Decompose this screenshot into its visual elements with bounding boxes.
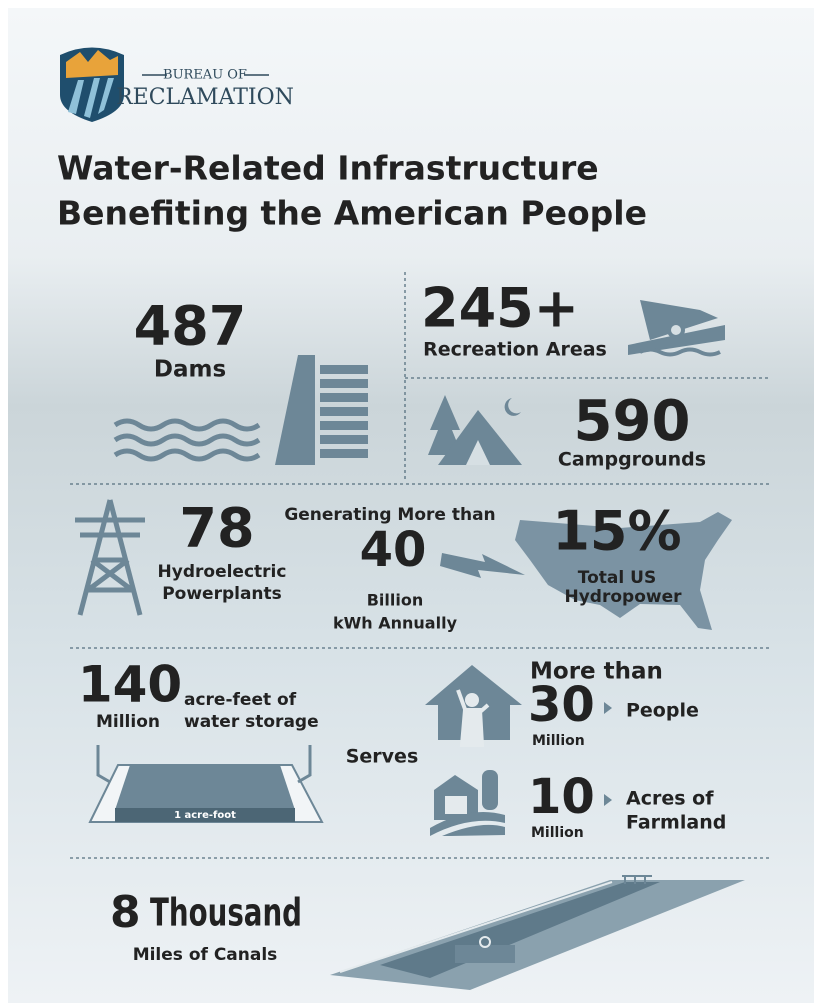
dams-label: Dams — [154, 357, 226, 383]
share-label: Hydropower — [564, 587, 682, 607]
serves: Serves — [346, 746, 419, 768]
storage-number: 140 — [78, 656, 182, 714]
recreation-label: Recreation Areas — [423, 339, 607, 361]
hydro-label: Powerplants — [162, 584, 282, 604]
recreation-number: 245+ — [421, 277, 579, 340]
campgrounds-label: Campgrounds — [558, 449, 706, 471]
farmland-unit: Million — [531, 825, 584, 841]
people-unit: Million — [532, 733, 585, 749]
campgrounds-number: 590 — [574, 389, 691, 454]
infographic: BUREAU OF RECLAMATION Water-Related Infr… — [0, 0, 814, 1003]
dams-number: 487 — [134, 295, 247, 358]
canals-label: Miles of Canals — [133, 945, 278, 965]
hydro-label: Hydroelectric — [158, 562, 287, 582]
farmland-label: Farmland — [626, 812, 726, 834]
title: Water-Related Infrastructure — [57, 149, 599, 188]
share-number: 15% — [552, 500, 681, 563]
farmland-number: 10 — [528, 769, 595, 825]
farmland-label: Acres of — [626, 788, 714, 810]
storage-unit: Million — [96, 712, 160, 732]
people-label: People — [626, 700, 699, 722]
people-number: 30 — [528, 677, 595, 733]
share-label: Total US — [578, 568, 656, 588]
logo-bottom: RECLAMATION — [116, 85, 294, 110]
canals-unit: Thousand — [150, 891, 302, 935]
hydro-number: 78 — [179, 497, 254, 560]
page: {"logo": {"top": "BUREAU OF", "bottom": … — [0, 0, 814, 1003]
generation-label: kWh Annually — [333, 614, 458, 633]
generation-number: 40 — [360, 522, 427, 578]
generation-label: Billion — [367, 591, 424, 610]
reservoir-label: 1 acre-foot — [174, 810, 236, 821]
title: Benefiting the American People — [57, 194, 647, 233]
storage-label: acre-feet of — [184, 690, 297, 710]
canals-number: 8 — [110, 887, 141, 938]
storage-label: water storage — [184, 712, 319, 732]
logo-top: BUREAU OF — [163, 68, 247, 83]
